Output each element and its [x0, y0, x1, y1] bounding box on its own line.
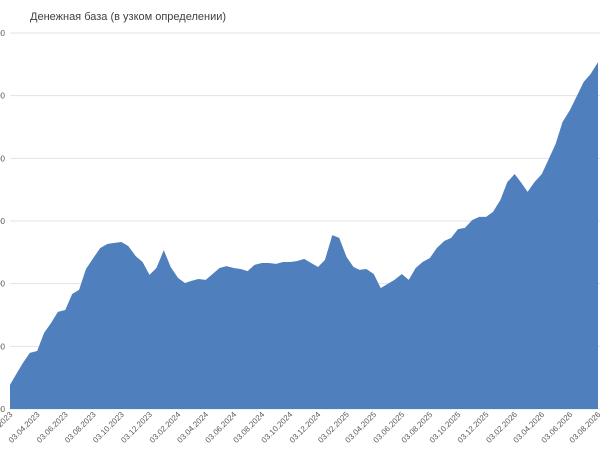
y-tick-label: 12000 — [0, 405, 6, 414]
y-tick-label: 14000 — [0, 342, 6, 351]
chart-title: Денежная база (в узком определении) — [30, 11, 226, 23]
y-tick-label: 20000 — [0, 154, 6, 163]
y-tick-label: 22000 — [0, 92, 6, 101]
y-tick-label: 18000 — [0, 217, 6, 226]
y-tick-label: 24000 — [0, 29, 6, 38]
y-tick-label: 16000 — [0, 280, 6, 289]
area — [10, 62, 598, 409]
